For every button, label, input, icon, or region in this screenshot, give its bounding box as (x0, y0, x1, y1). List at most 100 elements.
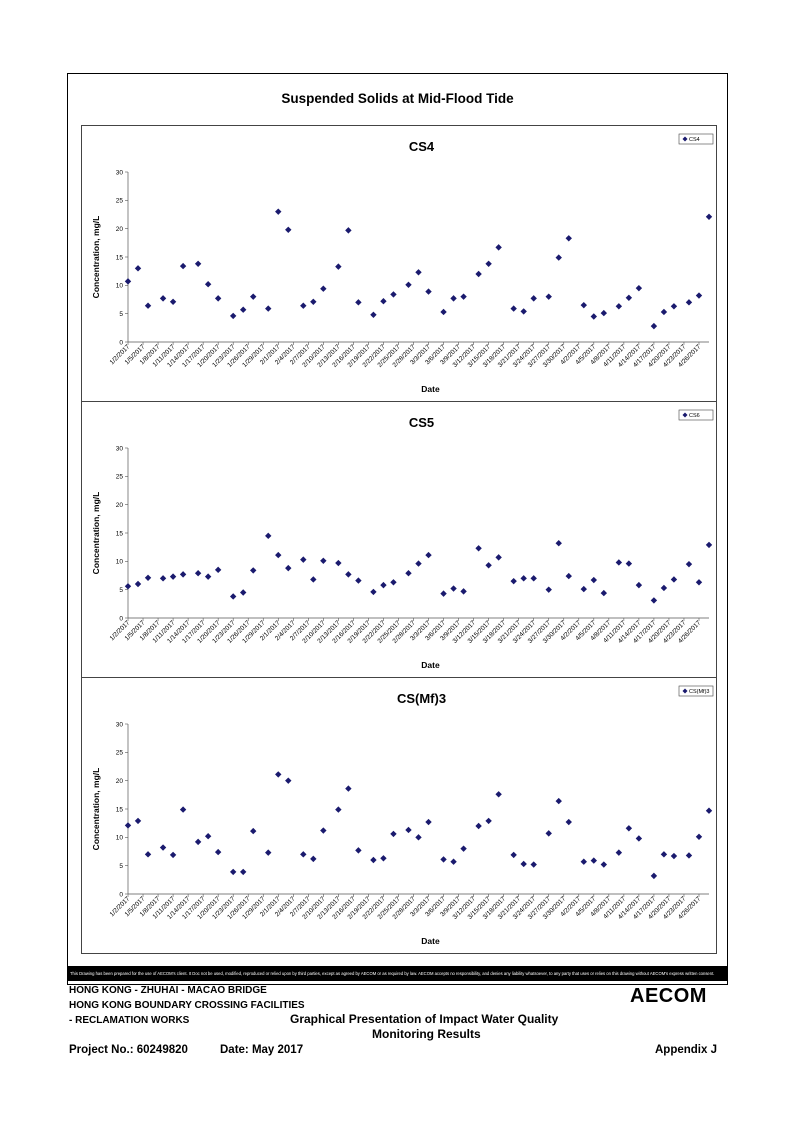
data-points (124, 771, 713, 880)
data-point (615, 849, 623, 856)
data-point (510, 577, 517, 585)
data-point (485, 260, 492, 267)
data-point (194, 260, 202, 267)
data-point (265, 849, 272, 856)
chart-title: CS(Mf)3 (397, 691, 446, 706)
data-point (265, 532, 272, 540)
data-point (335, 263, 342, 270)
data-points (124, 208, 713, 330)
chart-legend: CS4 (678, 133, 714, 145)
data-point (590, 576, 598, 584)
y-tick-label: 25 (116, 750, 124, 757)
legend-marker (682, 136, 688, 142)
data-point (475, 270, 482, 278)
data-point (625, 825, 633, 832)
data-point (460, 588, 467, 595)
data-point (275, 208, 282, 215)
data-point (660, 308, 668, 316)
data-point (370, 588, 377, 596)
y-axis-label: Concentration, mg/L (91, 216, 101, 299)
data-point (380, 298, 387, 305)
data-point (660, 851, 668, 858)
data-point (565, 572, 572, 580)
data-point (425, 288, 432, 295)
data-point (144, 302, 152, 309)
x-axis-label: Date (421, 384, 440, 394)
data-point (685, 560, 693, 568)
data-point (635, 284, 643, 292)
data-point (134, 580, 142, 588)
data-point (415, 560, 422, 567)
legend-marker (682, 412, 688, 418)
data-point (285, 777, 292, 784)
data-point (545, 293, 552, 300)
data-point (159, 575, 167, 582)
data-point (370, 311, 377, 318)
chart-legend: CS6 (678, 409, 714, 421)
data-point (625, 560, 633, 567)
data-point (229, 312, 237, 320)
report-frame: Suspended Solids at Mid-Flood Tide CS4 CS… (67, 73, 728, 985)
data-point (600, 861, 608, 868)
data-point (310, 298, 317, 305)
data-point (460, 293, 467, 300)
data-point (250, 567, 257, 574)
data-point (390, 579, 397, 586)
data-point (229, 593, 237, 600)
data-point (555, 254, 562, 261)
data-point (475, 545, 482, 552)
data-point (695, 833, 703, 840)
data-point (300, 556, 307, 563)
data-point (520, 860, 527, 868)
x-axis-label: Date (421, 660, 440, 670)
y-tick-label: 5 (119, 863, 123, 870)
data-point (530, 861, 537, 868)
data-point (590, 313, 598, 320)
y-tick-label: 20 (116, 778, 124, 785)
y-axis-label: Concentration, mg/L (91, 768, 101, 851)
data-point (214, 295, 222, 302)
data-point (660, 584, 668, 592)
data-point (355, 577, 362, 584)
data-point (670, 303, 678, 310)
data-point (144, 574, 152, 581)
data-point (510, 305, 517, 312)
chart-legend: CS(Mf)3 (678, 685, 714, 697)
data-point (415, 834, 422, 841)
data-point (615, 303, 623, 310)
data-point (179, 262, 187, 270)
data-point (345, 785, 352, 792)
data-point (159, 844, 167, 851)
chart-csmf3: CS(Mf)3 CS(Mf)30510152025301/2/20171/5/20… (91, 685, 714, 946)
footer-date: Date: May 2017 (220, 1044, 304, 1056)
y-tick-label: 30 (116, 445, 124, 452)
data-point (194, 570, 202, 577)
y-tick-label: 15 (116, 254, 124, 261)
data-point (285, 226, 292, 233)
data-point (600, 589, 608, 597)
data-point (204, 281, 212, 288)
footer-project-number: Project No.: 60249820 (69, 1044, 188, 1056)
data-point (530, 295, 537, 302)
data-point (320, 827, 327, 834)
data-point (450, 295, 457, 302)
data-point (405, 570, 412, 577)
y-tick-label: 25 (116, 474, 124, 481)
data-point (425, 551, 432, 559)
data-point (635, 835, 643, 842)
y-tick-label: 25 (116, 198, 124, 205)
data-point (275, 771, 282, 778)
data-point (625, 294, 633, 301)
data-point (495, 244, 502, 251)
y-tick-label: 30 (116, 169, 124, 176)
data-point (335, 806, 342, 813)
legend-label: CS6 (689, 413, 700, 419)
data-point (545, 586, 552, 593)
y-axis-label: Concentration, mg/L (91, 492, 101, 575)
y-tick-label: 0 (119, 615, 123, 622)
data-point (229, 868, 237, 876)
data-point (650, 322, 658, 330)
y-tick-label: 10 (116, 283, 124, 290)
data-point (495, 554, 502, 561)
data-point (670, 852, 678, 860)
